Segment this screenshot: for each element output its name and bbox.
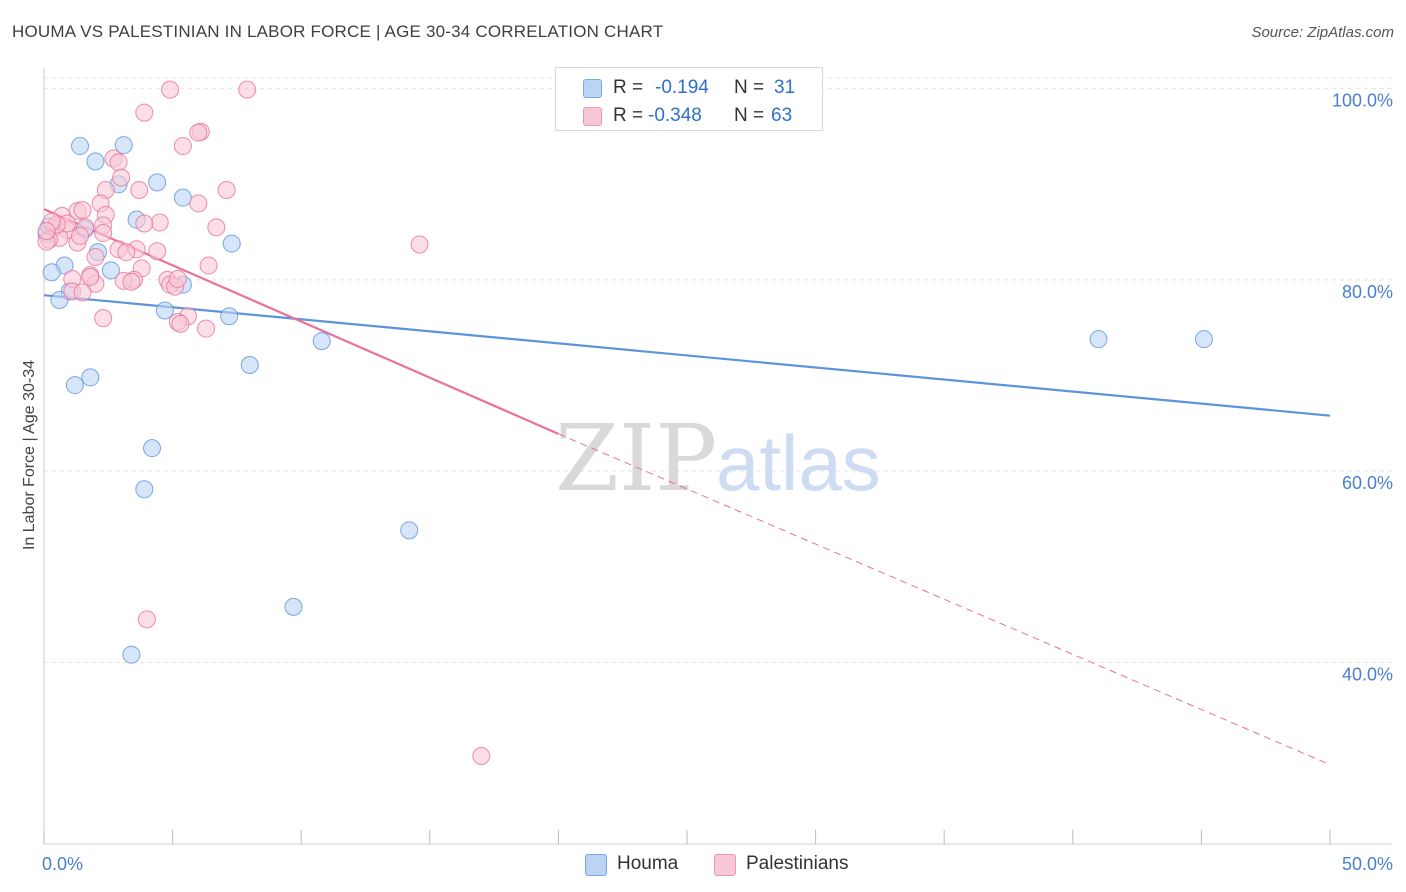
bottom-legend-swatch-houma [585,854,607,876]
point-palestinians [73,201,92,220]
watermark: ZIP atlas [555,405,881,512]
point-houma [42,263,61,282]
legend-n-label: N = [734,105,765,126]
stats-legend: R = -0.194 N = 31 R = -0.348 N = 63 [555,67,823,131]
point-palestinians [109,153,128,172]
watermark-zip: ZIP [555,405,717,512]
point-palestinians [472,747,491,766]
point-palestinians [168,269,187,288]
point-houma [222,234,241,253]
point-palestinians [171,314,190,333]
point-houma [143,439,162,458]
point-houma [135,480,154,499]
point-houma [81,368,100,387]
point-palestinians [150,213,169,232]
bottom-legend-label-houma: Houma [617,853,679,874]
point-palestinians [148,242,167,261]
legend-n-value: 63 [771,105,793,126]
y-tick-label: 60.0% [1342,473,1393,493]
point-palestinians [112,168,131,187]
point-houma [50,290,69,309]
point-houma [312,332,331,351]
trend-line-dashed-palestinians [558,433,1331,766]
legend-r-value: -0.194 [655,77,709,98]
point-palestinians [161,80,180,99]
point-houma [122,645,141,664]
point-houma [1089,330,1108,349]
y-tick-label: 100.0% [1332,91,1393,111]
axes [43,68,1392,845]
point-palestinians [71,226,90,245]
point-palestinians [197,319,216,338]
point-palestinians [189,194,208,213]
legend-r-label: R = [613,77,644,98]
y-tick-label: 80.0% [1342,282,1393,302]
y-tick-label: 40.0% [1342,664,1393,684]
point-palestinians [122,272,141,291]
point-houma [86,152,105,171]
point-houma [65,376,84,395]
point-palestinians [217,181,236,200]
point-palestinians [207,218,226,237]
point-palestinians [86,247,105,266]
x-tick-label: 0.0% [42,854,83,874]
point-houma [101,261,120,280]
point-houma [240,355,259,374]
point-houma [173,188,192,207]
legend-r-label: R = [613,105,644,126]
legend-row-palestinians: R = -0.348 N = 63 [556,101,822,129]
point-palestinians [135,103,154,122]
point-palestinians [130,181,149,200]
point-palestinians [173,137,192,156]
point-houma [400,521,419,540]
point-houma [1194,330,1213,349]
data-points [37,80,1213,766]
point-houma [148,173,167,192]
chart-title: HOUMA VS PALESTINIAN IN LABOR FORCE | AG… [12,22,664,41]
x-tick-label: 50.0% [1342,854,1393,874]
point-palestinians [137,610,156,629]
legend-n-label: N = [734,77,765,98]
point-houma [220,307,239,326]
legend-swatch-houma [583,79,602,98]
point-palestinians [117,243,136,262]
point-palestinians [37,222,56,241]
legend-swatch-palestinians [583,107,602,126]
point-houma [114,136,133,155]
source-credit: Source: ZipAtlas.com [1251,24,1394,41]
point-palestinians [238,80,257,99]
bottom-legend-swatch-palestinians [714,854,736,876]
point-palestinians [94,224,113,243]
legend-n-value: 31 [774,77,796,98]
legend-r-value: -0.348 [648,105,702,126]
trend-line-houma [43,294,1331,417]
watermark-atlas: atlas [716,419,881,507]
point-palestinians [189,123,208,142]
point-palestinians [94,309,113,328]
point-palestinians [410,235,429,254]
point-palestinians [73,283,92,302]
point-houma [71,137,90,156]
legend-row-houma: R = -0.194 N = 31 [556,73,822,101]
point-palestinians [135,214,154,233]
point-palestinians [199,256,218,275]
point-palestinians [81,268,100,287]
point-houma [155,301,174,320]
bottom-legend-label-palestinians: Palestinians [746,853,849,874]
tick-labels: 40.0% 60.0% 80.0% 100.0% 0.0% 50.0% [42,91,1393,874]
point-houma [284,597,303,616]
